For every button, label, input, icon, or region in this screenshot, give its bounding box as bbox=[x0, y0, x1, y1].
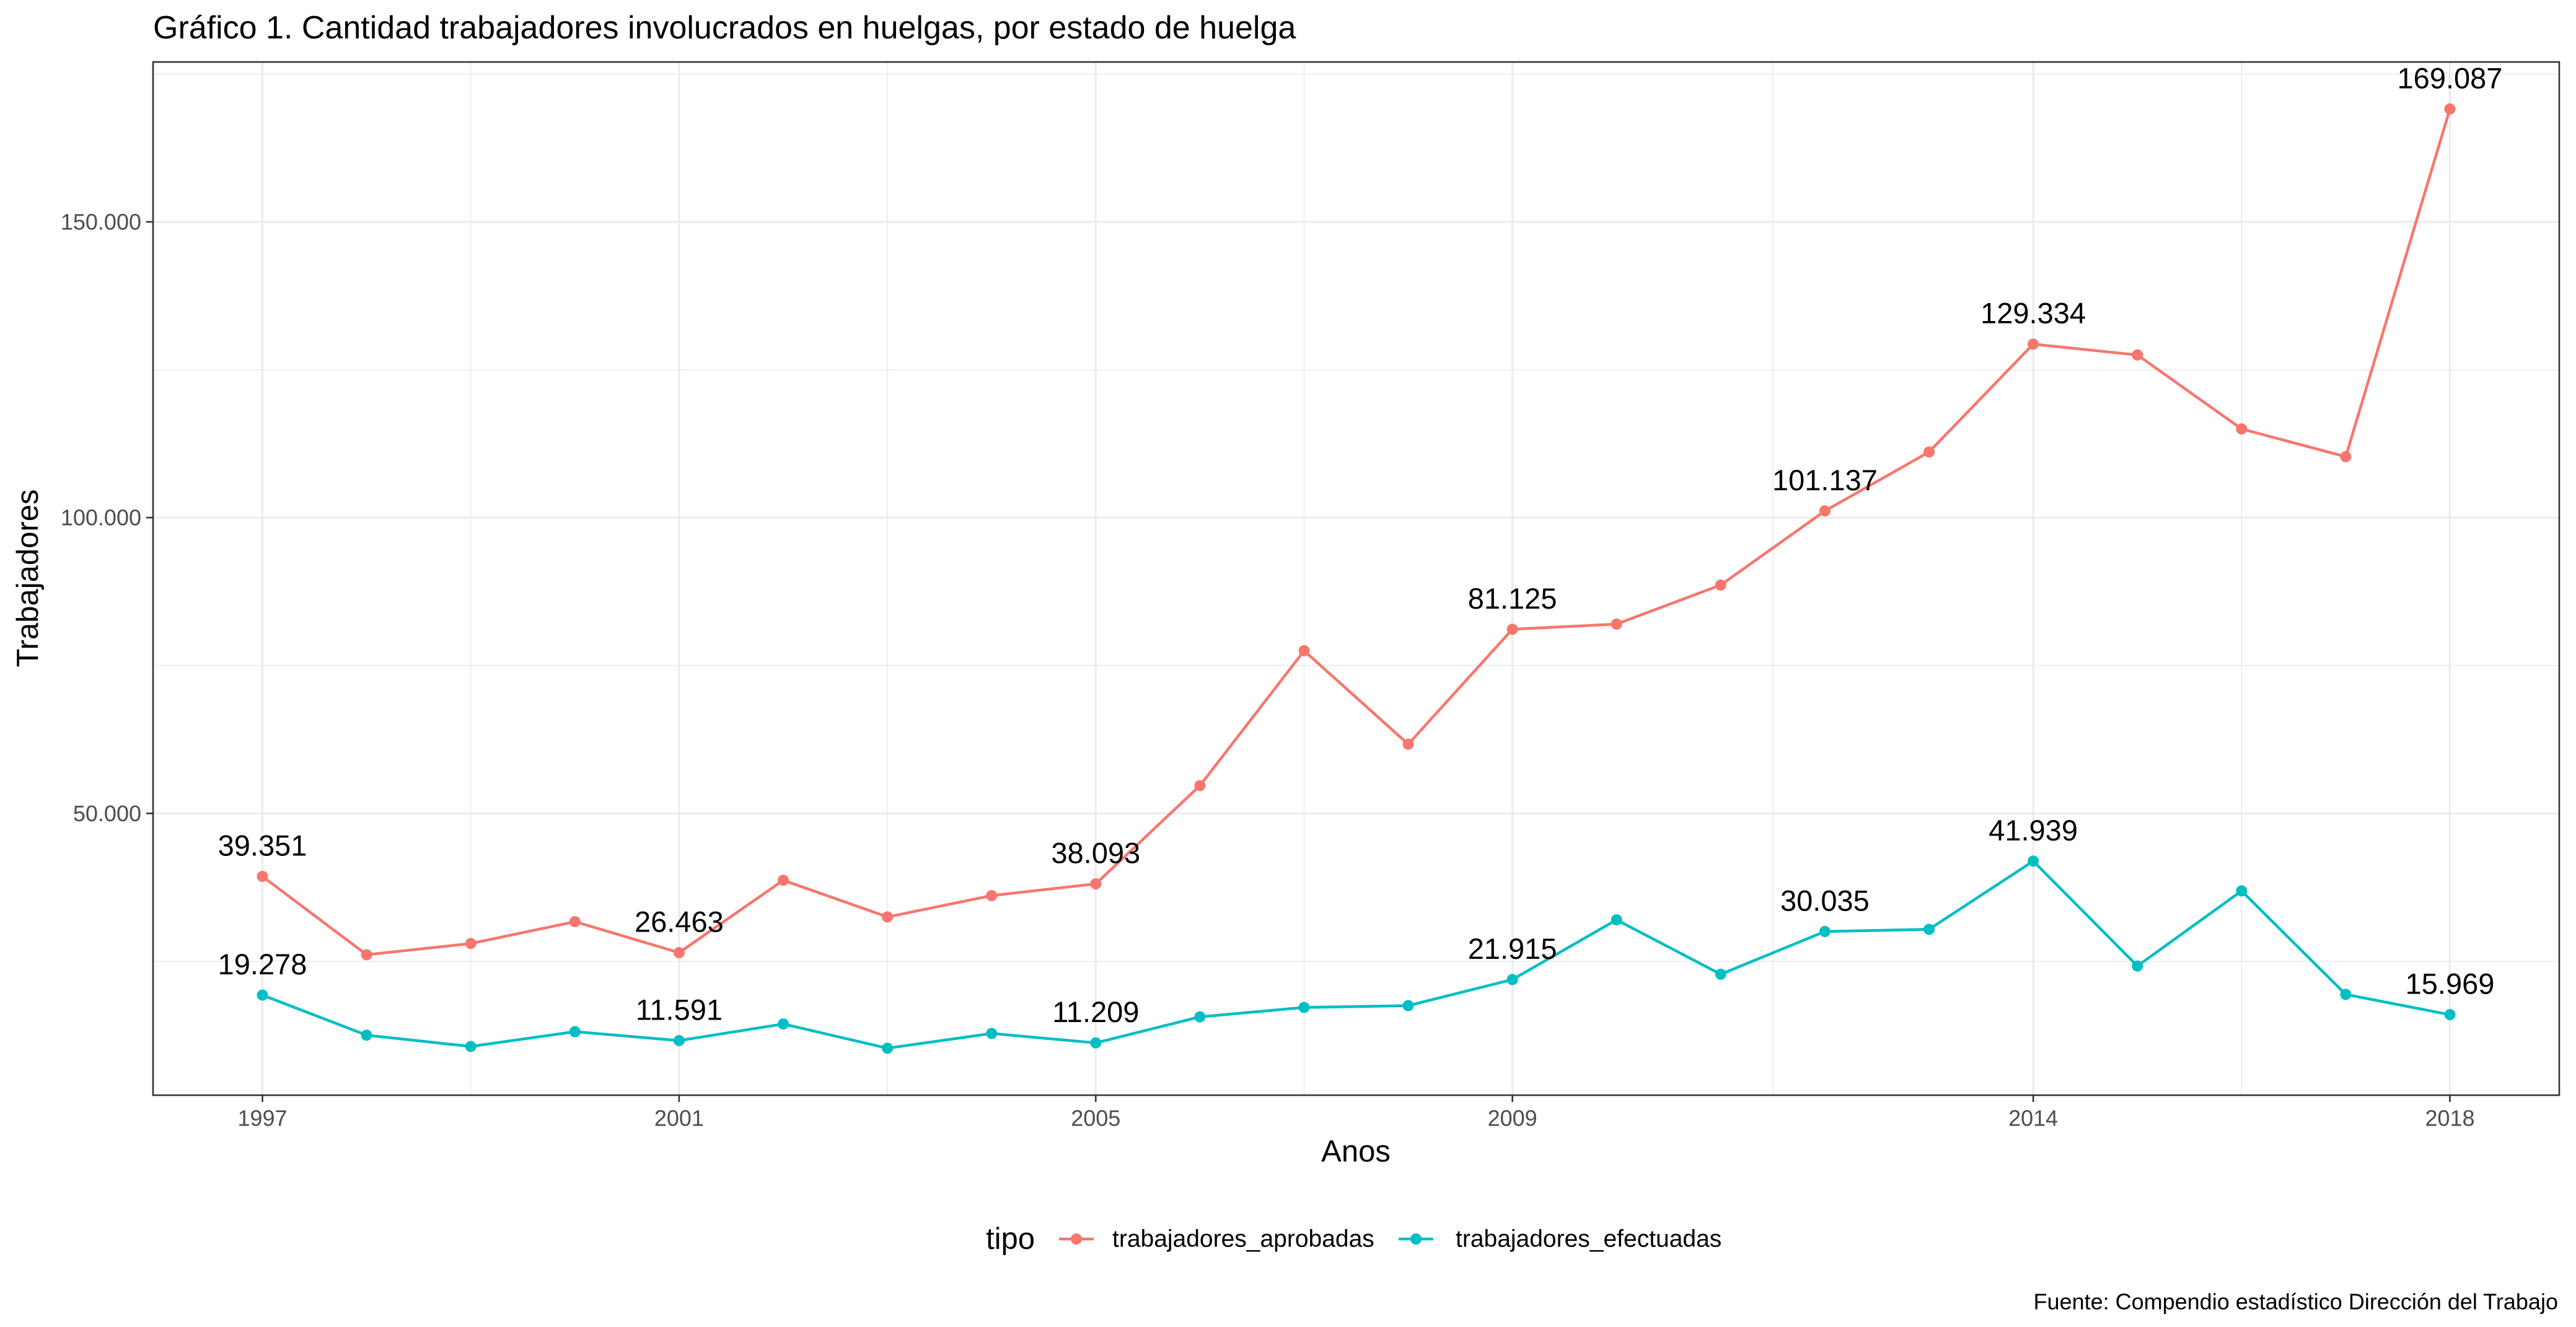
y-tick-label: 50.000 bbox=[73, 801, 141, 826]
data-point bbox=[1715, 579, 1726, 591]
data-point bbox=[2132, 960, 2143, 972]
series-lines bbox=[262, 108, 2451, 1050]
x-axis: 1997 2001 2005 2009 2014 2018 bbox=[237, 1095, 2475, 1131]
x-tick-label: 2018 bbox=[2425, 1106, 2474, 1131]
chart-title: Gráfico 1. Cantidad trabajadores involuc… bbox=[153, 10, 1296, 46]
data-point bbox=[257, 989, 268, 1001]
legend-title: tipo bbox=[986, 1222, 1035, 1256]
data-point bbox=[1611, 914, 1622, 926]
x-tick-label: 2005 bbox=[1071, 1106, 1120, 1131]
data-point bbox=[1298, 645, 1310, 656]
data-point bbox=[465, 938, 477, 950]
y-axis-title: Trabajadores bbox=[11, 490, 45, 668]
data-point bbox=[1402, 738, 1414, 750]
data-point bbox=[778, 1018, 789, 1030]
minor-gridlines bbox=[153, 62, 2559, 1095]
data-label: 101.137 bbox=[1772, 464, 1878, 496]
data-point bbox=[2028, 855, 2039, 867]
data-point bbox=[1506, 624, 1518, 635]
y-tick-label: 150.000 bbox=[61, 209, 141, 234]
y-axis: 50.000 100.000 150.000 bbox=[61, 209, 153, 826]
data-point bbox=[361, 1029, 372, 1041]
data-point bbox=[673, 1034, 685, 1046]
legend-key-efectuadas bbox=[1399, 1233, 1433, 1245]
data-point bbox=[1194, 1011, 1206, 1023]
data-point bbox=[778, 875, 789, 886]
data-point bbox=[1923, 446, 1935, 458]
x-tick-label: 1997 bbox=[237, 1106, 287, 1131]
series-line bbox=[262, 860, 2450, 1050]
data-point bbox=[1715, 968, 1726, 980]
data-point bbox=[1611, 618, 1622, 630]
data-point bbox=[569, 1026, 581, 1038]
data-point bbox=[2444, 103, 2456, 115]
x-tick-label: 2014 bbox=[2008, 1106, 2058, 1131]
series-points bbox=[257, 103, 2456, 1054]
data-point bbox=[361, 949, 372, 961]
legend-key-point bbox=[1410, 1233, 1422, 1245]
major-gridlines bbox=[153, 62, 2559, 1095]
data-label: 19.278 bbox=[218, 948, 307, 981]
data-point bbox=[2236, 423, 2248, 434]
data-point bbox=[465, 1041, 477, 1052]
panel-border bbox=[152, 61, 2561, 1096]
data-point bbox=[2028, 338, 2039, 350]
data-point bbox=[1090, 1037, 1102, 1049]
legend-key-point bbox=[1071, 1233, 1082, 1245]
data-point bbox=[882, 1043, 894, 1054]
data-point bbox=[569, 916, 581, 927]
data-point bbox=[986, 1028, 998, 1039]
series-line bbox=[262, 108, 2451, 956]
data-point bbox=[2236, 885, 2248, 897]
x-axis-title: Anos bbox=[1321, 1135, 1391, 1168]
legend-label-aprobadas: trabajadores_aprobadas bbox=[1112, 1226, 1374, 1253]
data-label: 11.591 bbox=[636, 993, 723, 1026]
data-point bbox=[2340, 989, 2352, 1000]
x-tick-label: 2001 bbox=[654, 1106, 704, 1131]
data-point bbox=[673, 947, 685, 958]
data-label: 81.125 bbox=[1468, 582, 1557, 615]
legend: tipo trabajadores_aprobadas trabajadores… bbox=[986, 1222, 1721, 1256]
data-label: 30.035 bbox=[1780, 884, 1870, 917]
data-point bbox=[1298, 1002, 1310, 1013]
data-point bbox=[1819, 925, 1831, 937]
data-label: 21.915 bbox=[1468, 932, 1557, 965]
legend-label-efectuadas: trabajadores_efectuadas bbox=[1456, 1226, 1721, 1253]
data-label: 11.209 bbox=[1052, 995, 1139, 1028]
data-point bbox=[257, 871, 268, 882]
data-point bbox=[2132, 349, 2143, 361]
data-point bbox=[1819, 505, 1831, 517]
y-tick-label: 100.000 bbox=[61, 505, 141, 531]
legend-key-aprobadas bbox=[1059, 1233, 1094, 1245]
data-label: 39.351 bbox=[218, 829, 307, 862]
data-point bbox=[1090, 878, 1102, 889]
data-point bbox=[1402, 1000, 1414, 1012]
x-tick-label: 2009 bbox=[1488, 1106, 1537, 1131]
data-label: 15.969 bbox=[2406, 968, 2495, 1000]
data-label: 26.463 bbox=[635, 906, 724, 938]
data-point bbox=[1506, 974, 1518, 985]
data-label: 169.087 bbox=[2398, 61, 2503, 94]
data-labels: 39.351 26.463 38.093 81.125 101.137 129.334 16… bbox=[218, 61, 2503, 1028]
data-point bbox=[882, 911, 894, 923]
data-point bbox=[2340, 451, 2352, 462]
data-point bbox=[1194, 780, 1206, 791]
caption: Fuente: Compendio estadístico Dirección … bbox=[2034, 1289, 2558, 1315]
data-label: 129.334 bbox=[1980, 297, 2086, 330]
plot-panel bbox=[153, 62, 2559, 1095]
data-point bbox=[1923, 924, 1935, 935]
data-label: 41.939 bbox=[1989, 814, 2078, 847]
data-point bbox=[986, 890, 998, 901]
data-label: 38.093 bbox=[1051, 837, 1140, 870]
data-point bbox=[2444, 1009, 2456, 1021]
